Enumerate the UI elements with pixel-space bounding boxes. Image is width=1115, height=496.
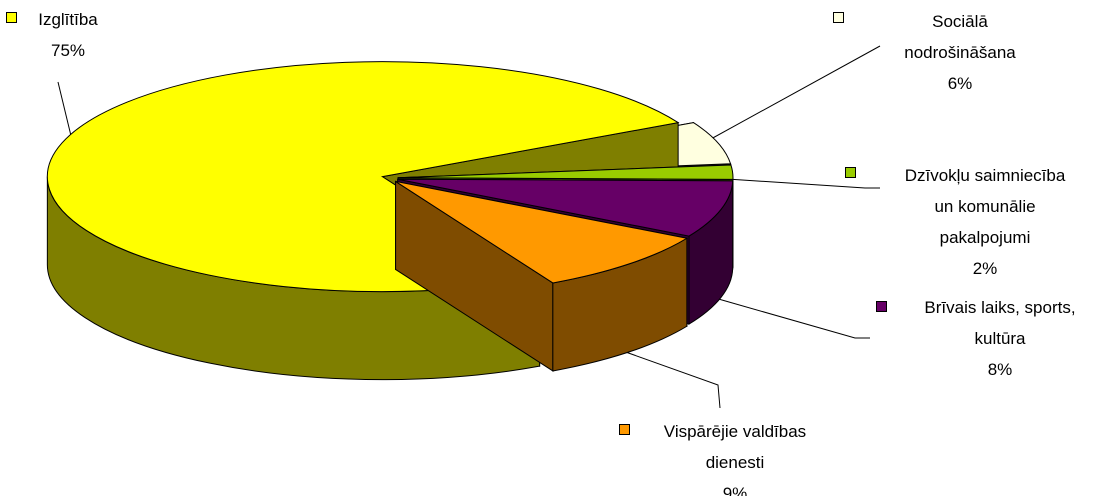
value-label: 75%: [50, 41, 86, 60]
category-name: Vispārējie valdības dienesti: [663, 422, 807, 472]
data-label: Izglītība 75%: [13, 4, 123, 66]
value-label: 8%: [987, 360, 1013, 379]
slice-top: [46, 61, 680, 293]
legend-swatch: [6, 12, 17, 23]
legend-swatch: [845, 167, 856, 178]
leader-line: [714, 297, 870, 339]
legend-swatch: [619, 424, 630, 435]
data-label: Brīvais laiks, sports, kultūra 8%: [900, 292, 1100, 385]
value-label: 9%: [722, 484, 748, 496]
category-name: Dzīvokļu saimniecība un komunālie pakalp…: [904, 166, 1066, 247]
value-label: 2%: [972, 259, 998, 278]
legend-swatch: [876, 301, 887, 312]
data-label: Vispārējie valdības dienesti 9%: [645, 416, 825, 496]
legend-swatch: [833, 12, 844, 23]
leader-line: [699, 45, 881, 146]
leader-line: [619, 349, 721, 409]
category-name: Brīvais laiks, sports, kultūra: [924, 298, 1076, 348]
leader-line: [726, 178, 880, 189]
slice-top: [395, 180, 689, 284]
value-label: 6%: [947, 74, 973, 93]
slice-top: [397, 164, 734, 180]
slice: [395, 180, 689, 372]
slice-top: [397, 178, 734, 237]
data-label: Sociālā nodrošināšana 6%: [890, 6, 1030, 99]
category-name: Izglītība: [38, 10, 98, 29]
data-label: Dzīvokļu saimniecība un komunālie pakalp…: [895, 160, 1075, 284]
leader-line: [57, 81, 73, 141]
category-name: Sociālā nodrošināšana: [904, 12, 1016, 62]
